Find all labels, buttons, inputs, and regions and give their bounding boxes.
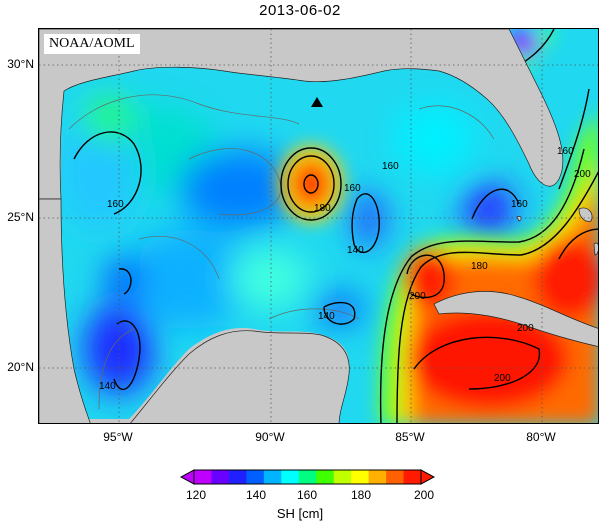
lat-tick-label: 20°N: [7, 360, 34, 374]
colorbar-swatch: [194, 470, 212, 484]
lon-tick-label: 80°W: [526, 430, 556, 444]
colorbar-swatch: [333, 470, 352, 484]
colorbar-swatch: [386, 470, 405, 484]
contour-label: 160: [557, 146, 574, 157]
colorbar-tick-label: 200: [413, 488, 435, 502]
source-badge: NOAA/AOML: [44, 34, 140, 54]
colorbar-units-label: SH [cm]: [276, 506, 324, 521]
colorbar-tick-label: 140: [245, 488, 267, 502]
colorbar-max-arrow: [420, 469, 436, 485]
colorbar-tick-label: 120: [185, 488, 207, 502]
lon-tick-label: 85°W: [395, 430, 425, 444]
colorbar-swatch: [246, 470, 265, 484]
colorbar-swatch: [298, 470, 317, 484]
contour-label: 180: [471, 261, 488, 272]
colorbar-min-arrow: [179, 469, 195, 485]
colorbar-swatch: [368, 470, 387, 484]
colorbar-swatch: [211, 470, 230, 484]
land-masses: [39, 29, 598, 423]
colorbar-swatch: [281, 470, 300, 484]
contour-label: 140: [318, 311, 335, 322]
colorbar-swatch: [228, 470, 247, 484]
colorbar-svg: [179, 469, 436, 485]
lon-tick-label: 95°W: [103, 430, 133, 444]
colorbar-tick-label: 160: [296, 488, 318, 502]
lon-tick-label: 90°W: [255, 430, 285, 444]
thin-contours: [68, 94, 495, 410]
colorbar: [179, 466, 436, 488]
colorbar-swatch: [316, 470, 335, 484]
contour-label: 160: [344, 183, 361, 194]
contour-label: 200: [517, 323, 534, 334]
lat-tick-label: 25°N: [7, 210, 34, 224]
main-contours: [73, 29, 598, 423]
contour-label: 160: [382, 161, 399, 172]
contour-label: 140: [347, 245, 364, 256]
contour-label: 200: [574, 169, 591, 180]
graticule: [39, 29, 598, 423]
colorbar-swatch: [351, 470, 370, 484]
map-svg: 160 180 160 140 140 160 180 200 200 200 …: [39, 29, 598, 423]
contour-label: 200: [409, 291, 426, 302]
colorbar-swatch: [263, 470, 282, 484]
colorbar-tick-label: 180: [350, 488, 372, 502]
contour-label: 160: [107, 199, 124, 210]
contour-label: 140: [99, 381, 116, 392]
contour-label: 180: [314, 203, 331, 214]
colorbar-border: [193, 469, 422, 485]
sea-height-map: 160 180 160 140 140 160 180 200 200 200 …: [38, 28, 599, 424]
map-title: 2013-06-02: [259, 2, 341, 19]
colorbar-swatch: [403, 470, 422, 484]
contour-label: 160: [511, 199, 528, 210]
contour-label: 200: [494, 373, 511, 384]
lat-tick-label: 30°N: [7, 57, 34, 71]
buoy-triangle-icon: [311, 97, 323, 107]
